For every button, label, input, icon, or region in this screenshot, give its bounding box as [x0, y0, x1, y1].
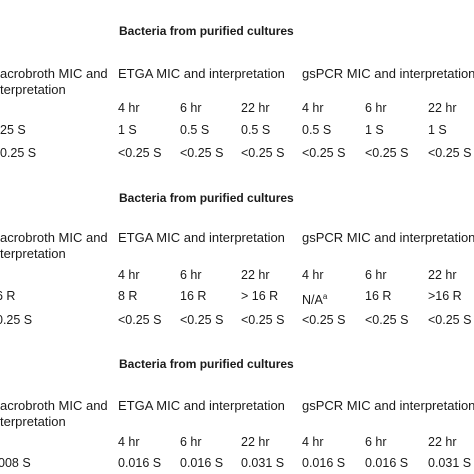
timepoint-gspcr-4hr: 4 hr: [302, 268, 324, 283]
cell-gspcr-22hr: 1 S: [428, 123, 447, 138]
macrobroth-header-line-2: terpretation: [0, 414, 66, 429]
cell-gspcr-6hr: 16 R: [365, 289, 391, 304]
cell-gspcr-4hr: <0.25 S: [302, 146, 345, 161]
timepoint-gspcr-6hr: 6 hr: [365, 101, 387, 116]
cell-etga-4hr: 1 S: [118, 123, 137, 138]
footnote-mark: a: [323, 292, 327, 301]
block-title: Bacteria from purified cultures: [119, 191, 294, 206]
cell-gspcr-6hr: 1 S: [365, 123, 384, 138]
cell-gspcr-6hr: <0.25 S: [365, 146, 408, 161]
cell-macrobroth: 25 S: [0, 123, 26, 138]
cell-etga-6hr: <0.25 S: [180, 313, 223, 328]
timepoint-etga-6hr: 6 hr: [180, 268, 202, 283]
cell-gspcr-4hr: 0.5 S: [302, 123, 331, 138]
cell-gspcr-22hr: >16 R: [428, 289, 462, 304]
timepoint-gspcr-22hr: 22 hr: [428, 101, 457, 116]
block-title: Bacteria from purified cultures: [119, 24, 294, 39]
timepoint-etga-6hr: 6 hr: [180, 101, 202, 116]
cell-gspcr-4hr: <0.25 S: [302, 313, 345, 328]
cell-macrobroth: 6 R: [0, 289, 15, 304]
block-title: Bacteria from purified cultures: [119, 357, 294, 372]
timepoint-gspcr-6hr: 6 hr: [365, 268, 387, 283]
cell-gspcr-22hr: 0.031 S: [428, 456, 471, 471]
cell-etga-22hr: <0.25 S: [241, 313, 284, 328]
timepoint-gspcr-4hr: 4 hr: [302, 101, 324, 116]
timepoint-gspcr-22hr: 22 hr: [428, 435, 457, 450]
cell-etga-22hr: 0.031 S: [241, 456, 284, 471]
etga-header: ETGA MIC and interpretation: [118, 230, 285, 245]
macrobroth-header-line-2: terpretation: [0, 82, 66, 97]
cell-macrobroth: 008 S: [0, 456, 31, 471]
gspcr-header: gsPCR MIC and interpretation: [302, 230, 474, 245]
cell-gspcr-4hr-value: N/A: [302, 293, 323, 307]
cell-gspcr-4hr: 0.016 S: [302, 456, 345, 471]
timepoint-etga-22hr: 22 hr: [241, 101, 270, 116]
timepoint-etga-4hr: 4 hr: [118, 268, 140, 283]
timepoint-etga-4hr: 4 hr: [118, 101, 140, 116]
cell-etga-6hr: <0.25 S: [180, 146, 223, 161]
timepoint-etga-6hr: 6 hr: [180, 435, 202, 450]
gspcr-header: gsPCR MIC and interpretation: [302, 398, 474, 413]
cell-etga-22hr: <0.25 S: [241, 146, 284, 161]
etga-header: ETGA MIC and interpretation: [118, 66, 285, 81]
cell-etga-6hr: 16 R: [180, 289, 206, 304]
cell-gspcr-6hr: 0.016 S: [365, 456, 408, 471]
cell-gspcr-22hr: <0.25 S: [428, 313, 471, 328]
timepoint-etga-22hr: 22 hr: [241, 435, 270, 450]
cell-etga-4hr: <0.25 S: [118, 146, 161, 161]
timepoint-gspcr-6hr: 6 hr: [365, 435, 387, 450]
cell-gspcr-22hr: <0.25 S: [428, 146, 471, 161]
macrobroth-header-line-1: acrobroth MIC and: [0, 66, 108, 81]
timepoint-gspcr-22hr: 22 hr: [428, 268, 457, 283]
macrobroth-header-line-1: acrobroth MIC and: [0, 230, 108, 245]
cell-etga-22hr: 0.5 S: [241, 123, 270, 138]
timepoint-gspcr-4hr: 4 hr: [302, 435, 324, 450]
cell-etga-6hr: 0.5 S: [180, 123, 209, 138]
cell-etga-6hr: 0.016 S: [180, 456, 223, 471]
gspcr-header: gsPCR MIC and interpretation: [302, 66, 474, 81]
timepoint-etga-4hr: 4 hr: [118, 435, 140, 450]
cell-etga-4hr: <0.25 S: [118, 313, 161, 328]
cell-macrobroth: 0.25 S: [0, 313, 32, 328]
cell-gspcr-6hr: <0.25 S: [365, 313, 408, 328]
timepoint-etga-22hr: 22 hr: [241, 268, 270, 283]
cell-etga-4hr: 8 R: [118, 289, 137, 304]
cell-etga-22hr: > 16 R: [241, 289, 278, 304]
macrobroth-header-line-1: acrobroth MIC and: [0, 398, 108, 413]
cell-macrobroth: 0.25 S: [0, 146, 36, 161]
cell-etga-4hr: 0.016 S: [118, 456, 161, 471]
macrobroth-header-line-2: terpretation: [0, 246, 66, 261]
etga-header: ETGA MIC and interpretation: [118, 398, 285, 413]
cell-gspcr-4hr: N/Aa: [302, 289, 327, 308]
